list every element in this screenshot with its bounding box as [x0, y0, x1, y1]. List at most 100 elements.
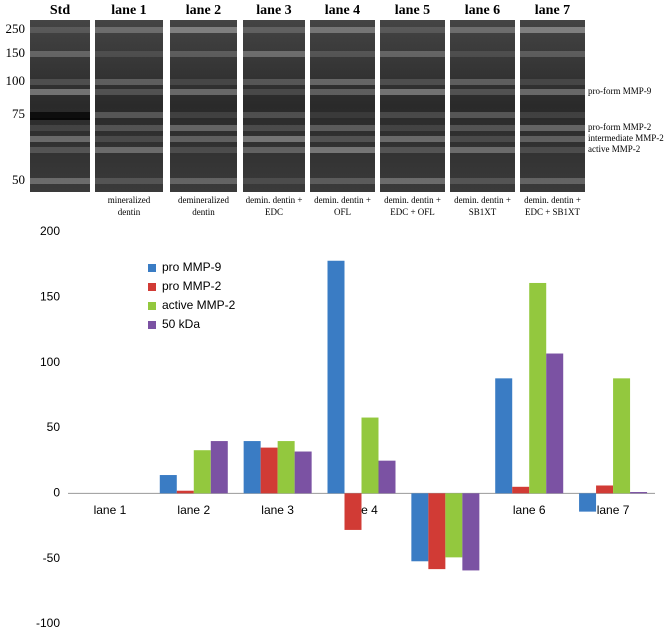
- gel-band: [243, 79, 305, 85]
- gel-band: [380, 51, 445, 57]
- gel-band: [170, 27, 237, 33]
- gel-band: [30, 125, 90, 131]
- gel-band: [30, 136, 90, 142]
- lane-caption: mineralized: [108, 195, 151, 205]
- gel-band: [170, 136, 237, 142]
- lane-caption: demin. dentin +: [454, 195, 511, 205]
- gel-lane: [450, 20, 515, 192]
- gel-band: [243, 136, 305, 142]
- y-tick-label: 50: [47, 420, 61, 434]
- gel-band: [520, 51, 585, 57]
- bar: [428, 493, 446, 570]
- gel-band: [170, 125, 237, 131]
- bar: [596, 485, 614, 494]
- lane-header: lane 2: [186, 3, 221, 18]
- x-tick-label: lane 3: [261, 503, 294, 517]
- legend-label: pro MMP-9: [162, 260, 222, 274]
- gel-band: [30, 51, 90, 57]
- gel-band: [170, 178, 237, 184]
- y-tick-label: 200: [40, 224, 60, 238]
- gel-band: [243, 125, 305, 131]
- bar: [210, 441, 228, 494]
- bar: [344, 493, 362, 530]
- bar: [193, 450, 211, 494]
- bar: [613, 378, 631, 494]
- lane-caption: SB1XT: [469, 207, 497, 217]
- gel-band: [170, 112, 237, 118]
- gel-band: [520, 89, 585, 95]
- gel-lane: [380, 20, 445, 192]
- gel-band: [95, 51, 163, 57]
- bar: [579, 493, 597, 512]
- marker-label: 100: [6, 73, 26, 88]
- gel-band: [95, 27, 163, 33]
- y-tick-label: -50: [43, 551, 61, 565]
- gel-band: [170, 51, 237, 57]
- bar: [462, 493, 480, 571]
- legend-label: active MMP-2: [162, 298, 236, 312]
- y-tick-label: 100: [40, 355, 60, 369]
- gel-band: [310, 89, 375, 95]
- gel-band: [520, 27, 585, 33]
- gel-band: [243, 51, 305, 57]
- lane-caption: demin. dentin +: [524, 195, 581, 205]
- gel-band: [30, 27, 90, 33]
- bar: [361, 417, 379, 494]
- marker-label: 250: [6, 21, 26, 36]
- bar: [512, 486, 530, 494]
- gel-band: [310, 79, 375, 85]
- bar: [327, 260, 345, 494]
- lane-header: Std: [50, 3, 70, 18]
- gel-band: [243, 178, 305, 184]
- gel-band: [95, 79, 163, 85]
- gel-lane: [30, 20, 90, 192]
- marker-label: 75: [12, 106, 25, 121]
- gel-band: [450, 79, 515, 85]
- gel-band: [520, 178, 585, 184]
- gel-band: [520, 79, 585, 85]
- gel-band: [95, 136, 163, 142]
- gel-band: [450, 89, 515, 95]
- bar: [411, 493, 429, 562]
- lane-caption: EDC: [265, 207, 283, 217]
- gel-band: [95, 125, 163, 131]
- gel-band: [380, 136, 445, 142]
- gel-band: [30, 79, 90, 85]
- lane-caption: EDC + OFL: [390, 207, 435, 217]
- gel-band: [450, 178, 515, 184]
- gel-lane: [243, 20, 305, 192]
- lane-caption: EDC + SB1XT: [525, 207, 581, 217]
- lane-header: lane 1: [111, 3, 146, 18]
- legend-label: pro MMP-2: [162, 279, 222, 293]
- bar: [277, 441, 295, 494]
- gel-band: [310, 27, 375, 33]
- gel-band: [380, 147, 445, 153]
- gel-band: [380, 27, 445, 33]
- lane-caption: demineralized: [178, 195, 229, 205]
- band-annotation: pro-form MMP-2: [588, 122, 651, 132]
- lane-caption: demin. dentin +: [246, 195, 303, 205]
- gel-band: [30, 112, 90, 120]
- lane-header: lane 7: [535, 3, 570, 18]
- gel-band: [450, 112, 515, 118]
- gel-lane: [310, 20, 375, 192]
- gel-band: [243, 27, 305, 33]
- legend-swatch: [148, 283, 156, 291]
- gel-band: [310, 147, 375, 153]
- gel-band: [243, 89, 305, 95]
- gel-band: [30, 147, 90, 153]
- bar: [529, 282, 547, 494]
- gel-band: [170, 147, 237, 153]
- marker-label: 150: [6, 45, 26, 60]
- bar: [176, 490, 194, 494]
- bar: [260, 447, 278, 494]
- band-annotation: pro-form MMP-9: [588, 86, 652, 96]
- lane-caption: OFL: [334, 207, 351, 217]
- x-tick-label: lane 7: [597, 503, 630, 517]
- gel-band: [380, 125, 445, 131]
- x-tick-label: lane 1: [94, 503, 127, 517]
- bar: [159, 475, 177, 494]
- lane-caption: demin. dentin +: [384, 195, 441, 205]
- marker-label: 50: [12, 172, 25, 187]
